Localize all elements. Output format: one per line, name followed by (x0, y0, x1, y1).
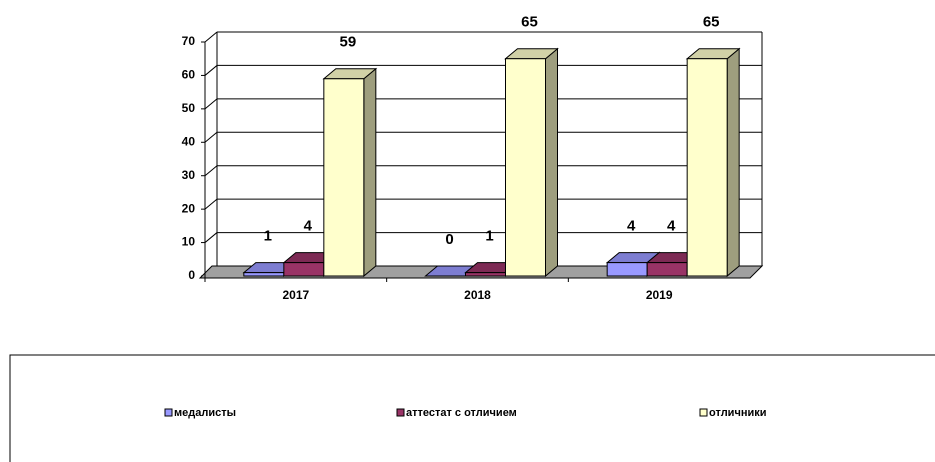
y-tick-label: 20 (182, 201, 196, 215)
legend-label: аттестат с отличием (406, 407, 517, 419)
x-tick-label: 2017 (282, 288, 309, 302)
data-label: 65 (521, 14, 538, 31)
x-tick-label: 2018 (464, 288, 491, 302)
data-label: 1 (264, 228, 272, 245)
y-tick-label: 70 (182, 34, 196, 48)
bar-front (465, 272, 506, 277)
bar-side (363, 67, 377, 278)
y-tick-label: 60 (182, 68, 196, 82)
grid-line (204, 31, 218, 43)
data-label: 65 (703, 14, 720, 31)
bar (322, 67, 378, 278)
bar (504, 47, 559, 278)
y-tick-label: 30 (182, 168, 196, 182)
bar-front (243, 272, 285, 277)
bar (685, 47, 741, 278)
grid-line (204, 98, 218, 110)
legend-label: медалисты (174, 407, 236, 419)
bar-front (323, 78, 365, 277)
x-tick-label: 2019 (646, 288, 673, 302)
bar-side (545, 47, 558, 278)
grid-line (204, 232, 218, 243)
bar-side (726, 47, 740, 278)
data-label: 59 (339, 34, 356, 51)
bar-front (505, 58, 546, 277)
y-tick-label: 0 (188, 268, 195, 282)
data-label: 4 (627, 218, 636, 235)
grid-line (204, 198, 218, 210)
bar (645, 251, 701, 278)
y-tick-label: 40 (182, 134, 196, 148)
legend-box (9, 354, 935, 462)
grid-line (204, 65, 218, 76)
y-tick-label: 50 (182, 101, 196, 115)
y-tick-label: 10 (182, 235, 196, 249)
bar-front (646, 262, 688, 277)
grid-line (204, 131, 218, 143)
grid-line (204, 165, 218, 177)
data-label: 1 (485, 228, 493, 245)
data-label: 0 (445, 231, 453, 248)
legend-swatch (699, 408, 708, 417)
legend-swatch (396, 408, 405, 417)
legend-swatch (164, 408, 173, 417)
data-label: 4 (304, 218, 313, 235)
bar-front (606, 262, 648, 277)
bar-front (283, 262, 325, 277)
data-label: 4 (667, 218, 676, 235)
bar-front (686, 58, 728, 277)
legend-label: отличники (709, 407, 767, 419)
